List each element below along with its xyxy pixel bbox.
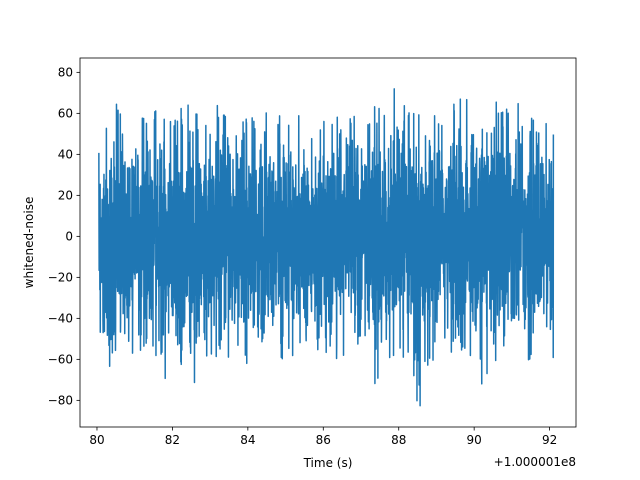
x-tick-label: 92 (542, 433, 557, 447)
x-tick-label: 84 (240, 433, 255, 447)
y-tick-label: 20 (58, 188, 73, 202)
y-tick-label: −60 (48, 352, 73, 366)
y-axis-label: whitened-noise (22, 197, 36, 289)
x-tick-label: 90 (467, 433, 482, 447)
series-line-0 (98, 88, 555, 407)
axes: 80 82 84 86 88 90 92 −80 −60 −40 −20 0 20 40 60 80 (48, 57, 577, 447)
x-tick-label: 82 (165, 433, 180, 447)
y-tick-label: 60 (58, 106, 73, 120)
x-tick-label: 86 (316, 433, 331, 447)
y-tick-label: −40 (48, 311, 73, 325)
x-tick-label: 80 (89, 433, 104, 447)
y-tick-label: 0 (65, 229, 73, 243)
y-tick-label: 40 (58, 147, 73, 161)
x-axis-label: Time (s) (303, 456, 353, 470)
y-tick-label: −80 (48, 393, 73, 407)
x-tick-label: 88 (391, 433, 406, 447)
y-tick-label: 80 (58, 65, 73, 79)
y-tick-label: −20 (48, 270, 73, 284)
axes-frame (79, 57, 577, 428)
x-offset-label: +1.000001e8 (494, 455, 576, 469)
plot-area (98, 88, 555, 407)
